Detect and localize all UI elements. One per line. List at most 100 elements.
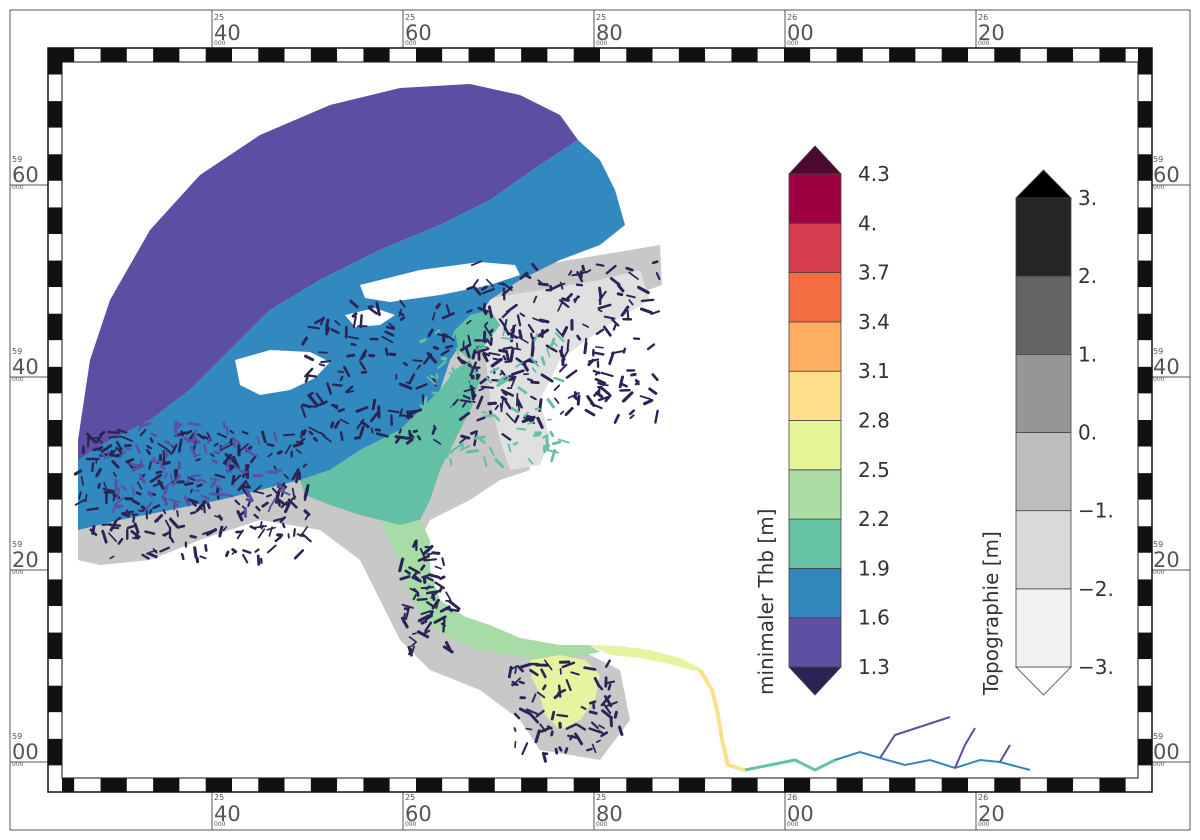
tidal-speckle (345, 385, 354, 394)
tidal-speckle (476, 395, 484, 410)
tidal-speckle (583, 666, 597, 671)
tidal-speckle (534, 729, 541, 744)
tidal-speckle (515, 362, 523, 368)
tidal-speckle (507, 665, 513, 679)
tidal-speckle (529, 332, 534, 339)
tidal-speckle (116, 428, 128, 434)
tidal-speckle (78, 491, 82, 500)
tidal-speckle (164, 472, 168, 479)
tidal-speckle (537, 282, 549, 287)
x-tick-value: 40 (214, 21, 241, 45)
tidal-speckle (531, 262, 539, 272)
border-segment (48, 685, 62, 713)
y-tick-suffix: 000 (12, 376, 24, 383)
tidal-speckle (575, 283, 584, 287)
tidal-speckle (136, 481, 143, 490)
tidal-speckle (540, 356, 546, 366)
border-segment (205, 48, 232, 62)
tidal-speckle (246, 482, 251, 489)
tidal-speckle (637, 285, 650, 295)
tidal-speckle (98, 438, 103, 444)
tidal-speckle (429, 610, 434, 618)
tidal-speckle (114, 516, 122, 523)
x-tick-prefix: 25 (596, 13, 606, 22)
tidal-speckle (648, 387, 658, 395)
tidal-speckle (404, 609, 410, 621)
tidal-speckle (213, 442, 219, 447)
tidal-speckle (255, 505, 261, 512)
tidal-speckle (266, 544, 277, 554)
tidal-speckle (639, 395, 651, 400)
tidal-speckle (550, 730, 554, 737)
tidal-speckle (629, 414, 635, 420)
tidal-speckle (273, 517, 285, 522)
tidal-speckle (504, 400, 512, 410)
border-segment (1046, 48, 1074, 62)
tidal-speckle (501, 309, 511, 319)
tidal-speckle (299, 526, 308, 538)
tidal-speckle (224, 452, 237, 464)
border-segment (1138, 659, 1152, 686)
tidal-speckle (420, 610, 432, 616)
tidal-speckle (284, 444, 292, 455)
border-segment (310, 48, 338, 62)
tidal-speckle (273, 431, 279, 443)
tidal-speckle (438, 586, 444, 593)
tidal-speckle (556, 713, 569, 718)
tidal-speckle (271, 487, 279, 495)
tidal-speckle (513, 414, 520, 424)
tidal-speckle (560, 345, 564, 357)
tidal-speckle (581, 264, 586, 272)
tidal-speckle (254, 548, 260, 553)
tidal-speckle (99, 424, 110, 429)
river-branch-3 (999, 744, 1011, 763)
tidal-speckle (620, 305, 630, 317)
colorbar-band (788, 617, 842, 668)
tidal-speckle (462, 394, 471, 400)
border-segment (363, 48, 390, 62)
tidal-speckle (505, 412, 515, 422)
tidal-speckle (595, 328, 605, 336)
border-segment (284, 48, 311, 62)
tidal-speckle (509, 348, 515, 363)
border-segment (1138, 260, 1152, 288)
tidal-speckle (231, 474, 236, 486)
tidal-speckle (565, 679, 572, 692)
y-tick-value: 60 (12, 163, 39, 187)
tidal-speckle (287, 495, 297, 504)
tidal-speckle (73, 469, 83, 476)
colorbar-label: 2.5 (858, 458, 890, 482)
tidal-speckle (185, 429, 193, 435)
tidal-speckle (100, 452, 107, 459)
tidal-speckle (604, 659, 611, 668)
border-segment (416, 778, 443, 792)
tidal-speckle (146, 444, 152, 450)
tidal-speckle (431, 427, 436, 435)
tidal-speckle (485, 278, 495, 288)
x-tick-prefix: 26 (787, 793, 797, 802)
tidal-speckle (553, 384, 561, 391)
tidal-speckle (587, 358, 595, 367)
tidal-speckle (402, 612, 406, 624)
river-yellow-upstream (590, 645, 705, 672)
border-segment (1099, 48, 1126, 62)
tidal-speckle (301, 336, 309, 346)
tidal-speckle (489, 367, 500, 374)
tidal-speckle (187, 498, 199, 504)
tidal-speckle (550, 710, 556, 721)
tidal-speckle (148, 460, 153, 471)
y-tick-prefix: 59 (12, 155, 22, 164)
tidal-speckle (334, 320, 341, 326)
tidal-speckle (427, 328, 434, 338)
tidal-speckle (100, 444, 113, 453)
tidal-speckle (384, 330, 395, 337)
tidal-speckle (256, 554, 261, 566)
tidal-speckle (613, 413, 620, 424)
tidal-speckle (111, 502, 118, 514)
x-tick-prefix: 25 (405, 793, 415, 802)
tidal-speckle (191, 429, 198, 444)
tidal-speckle (473, 286, 482, 296)
tidal-speckle (529, 712, 539, 724)
y-tick-suffix: 000 (12, 184, 24, 191)
